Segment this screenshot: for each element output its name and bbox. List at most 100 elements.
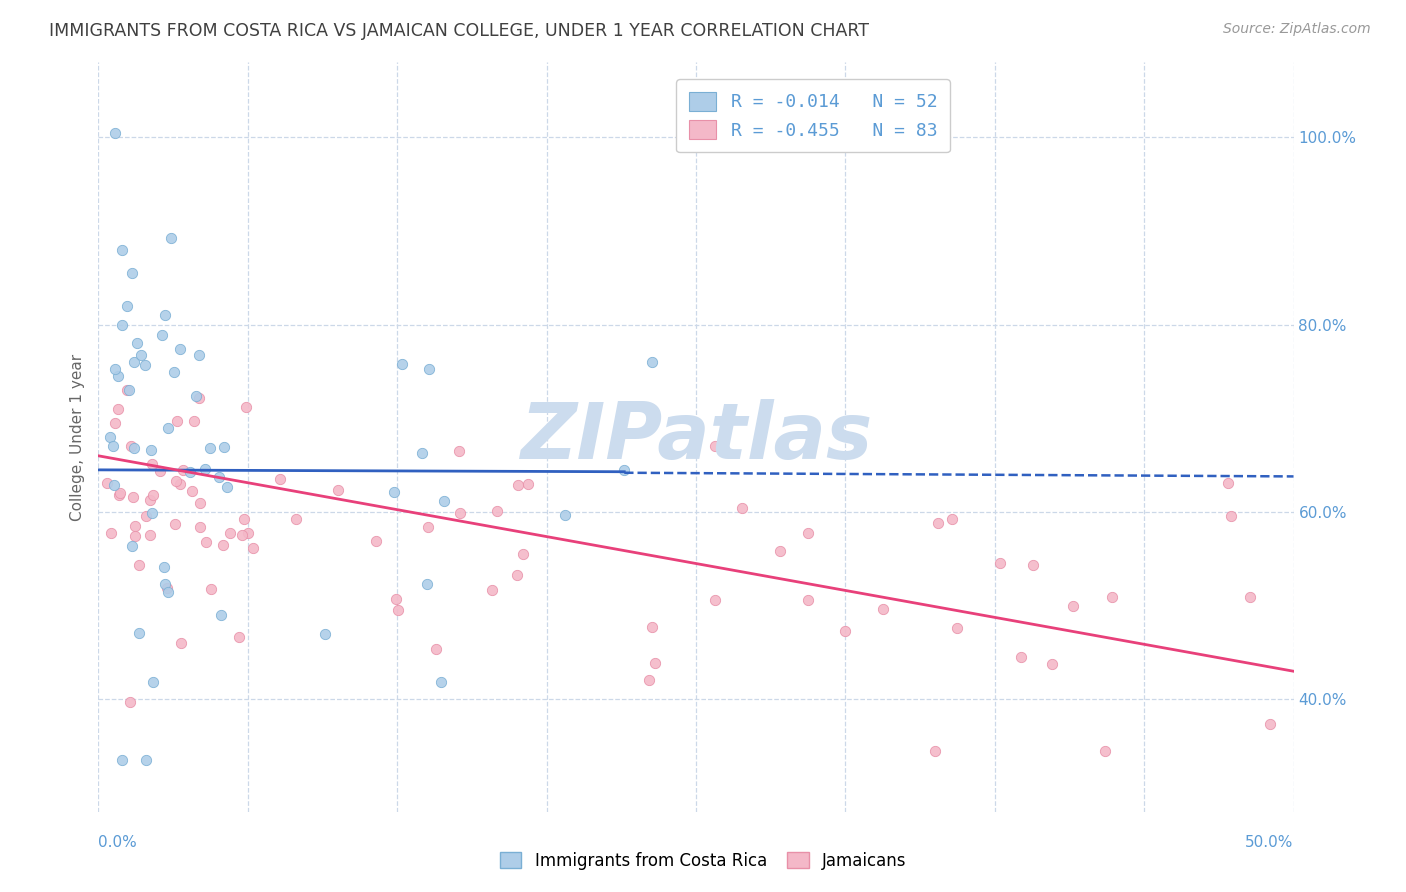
Point [219,526,242,541]
Point [641,355,664,369]
Point [100,526,122,541]
Point [945,621,967,635]
Point [181,484,204,499]
Point [703,593,725,607]
Point [111,753,134,767]
Point [156,421,179,435]
Point [416,520,439,534]
Point [512,547,534,561]
Point [1101,591,1123,605]
Point [104,416,127,430]
Point [703,439,725,453]
Point [98,430,122,444]
Point [1040,657,1063,671]
Point [640,620,662,634]
Point [209,607,232,622]
Point [416,577,439,591]
Point [212,538,235,552]
Point [644,657,666,671]
Point [285,512,308,526]
Point [315,626,337,640]
Point [796,593,818,607]
Point [449,506,471,520]
Point [166,414,188,428]
Point [941,512,963,526]
Point [118,384,141,398]
Point [149,464,172,478]
Point [163,364,186,378]
Point [107,401,129,416]
Point [128,558,150,572]
Point [110,486,132,500]
Point [387,602,409,616]
Point [142,674,165,689]
Point [1022,558,1045,573]
Text: ZIPatlas: ZIPatlas [520,399,872,475]
Point [184,389,207,403]
Point [96,476,118,491]
Legend: Immigrants from Costa Rica, Jamaicans: Immigrants from Costa Rica, Jamaicans [494,846,912,877]
Point [188,520,211,534]
Point [134,358,156,372]
Text: Source: ZipAtlas.com: Source: ZipAtlas.com [1223,22,1371,37]
Point [124,529,146,543]
Point [731,500,754,515]
Point [152,560,174,574]
Point [135,753,157,767]
Point [217,480,239,494]
Point [242,541,264,556]
Point [141,458,163,472]
Point [433,494,456,508]
Y-axis label: College, Under 1 year: College, Under 1 year [70,353,86,521]
Point [141,506,163,520]
Point [834,624,856,638]
Point [188,391,211,405]
Point [411,445,433,459]
Point [124,519,146,533]
Point [124,355,146,369]
Point [384,484,406,499]
Point [103,362,125,376]
Point [101,439,124,453]
Point [104,126,127,140]
Point [1010,649,1032,664]
Point [159,231,181,245]
Point [235,401,257,415]
Point [156,584,179,599]
Point [190,496,212,510]
Point [430,675,453,690]
Point [269,472,291,486]
Point [121,539,143,553]
Point [1260,717,1282,731]
Point [769,543,792,558]
Point [506,568,529,582]
Point [326,483,349,497]
Point [506,478,529,492]
Point [179,465,201,479]
Point [208,470,231,484]
Point [156,581,179,595]
Point [1062,599,1084,614]
Point [135,509,157,524]
Point [872,602,894,616]
Point [613,463,636,477]
Point [418,361,440,376]
Point [517,477,540,491]
Point [1094,744,1116,758]
Legend: R = -0.014   N = 52, R = -0.455   N = 83: R = -0.014 N = 52, R = -0.455 N = 83 [676,79,950,153]
Point [797,526,820,541]
Text: 0.0%: 0.0% [98,835,138,850]
Point [366,533,388,548]
Point [924,744,946,758]
Point [200,582,222,596]
Point [121,266,143,280]
Point [187,348,209,362]
Point [163,517,186,532]
Point [1239,591,1261,605]
Point [138,493,160,508]
Text: 50.0%: 50.0% [1246,835,1294,850]
Point [228,631,250,645]
Point [115,299,138,313]
Point [481,583,503,598]
Point [391,357,413,371]
